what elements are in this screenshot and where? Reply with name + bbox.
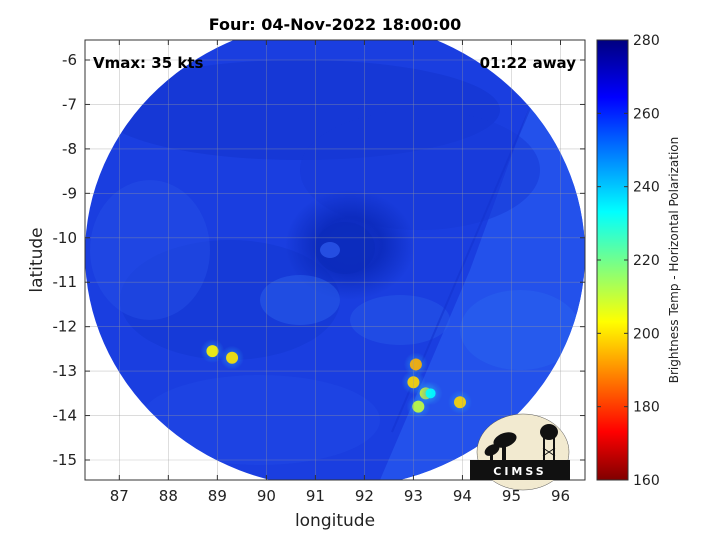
warm-cell xyxy=(409,358,422,371)
x-tick-label: 92 xyxy=(355,487,374,505)
x-axis-label: longitude xyxy=(295,511,375,531)
y-tick-label: -14 xyxy=(53,407,78,425)
cimss-logo: CIMSS xyxy=(470,413,570,491)
x-tick-label: 91 xyxy=(306,487,325,505)
warm-cell xyxy=(425,388,436,399)
x-tick-label: 93 xyxy=(404,487,423,505)
colorbar-tick-label: 240 xyxy=(633,180,660,196)
x-tick-label: 94 xyxy=(453,487,472,505)
y-tick-label: -7 xyxy=(62,95,77,113)
swath-image xyxy=(85,40,585,480)
warm-cell xyxy=(454,396,466,409)
y-tick-label: -12 xyxy=(53,318,78,336)
logo-text: CIMSS xyxy=(493,465,546,478)
x-tick-label: 87 xyxy=(110,487,129,505)
x-tick-label: 90 xyxy=(257,487,276,505)
x-tick-label: 95 xyxy=(502,487,521,505)
satellite-dish-icon xyxy=(484,432,517,462)
x-tick-label: 89 xyxy=(208,487,227,505)
colorbar-tick-label: 160 xyxy=(633,473,660,489)
warm-cell xyxy=(226,351,239,364)
grid-lines xyxy=(85,40,585,480)
colorbar: 160 180 200 220 240 260 280 Brightness Temp - … xyxy=(596,33,681,489)
warm-cell xyxy=(412,400,425,413)
x-axis: 87 88 89 90 91 92 93 94 95 96 xyxy=(110,40,570,505)
x-tick-label: 96 xyxy=(551,487,570,505)
chart-title: Four: 04-Nov-2022 18:00:00 xyxy=(209,15,462,34)
y-tick-label: -13 xyxy=(53,362,78,380)
y-axis: -6 -7 -8 -9 -10 -11 -12 -13 -14 -15 xyxy=(53,51,585,469)
y-tick-label: -11 xyxy=(53,273,78,291)
x-tick-label: 88 xyxy=(159,487,178,505)
colorbar-tick-label: 280 xyxy=(633,33,660,49)
colorbar-tick-label: 220 xyxy=(633,253,660,269)
y-tick-label: -6 xyxy=(62,51,77,69)
colorbar-gradient xyxy=(596,39,629,481)
plot-border xyxy=(84,39,586,481)
colorbar-tick-label: 200 xyxy=(633,326,660,342)
vmax-annotation: Vmax: 35 kts xyxy=(93,54,203,72)
water-tower-icon xyxy=(540,424,558,464)
colorbar-ticks: 160 180 200 220 240 260 280 xyxy=(597,33,660,489)
colorbar-label: Brightness Temp - Horizontal Polarizatio… xyxy=(667,137,681,384)
y-tick-label: -8 xyxy=(62,140,77,158)
logo-banner xyxy=(470,460,570,480)
y-tick-label: -10 xyxy=(53,229,78,247)
y-tick-label: -15 xyxy=(53,451,78,469)
time-away-annotation: 01:22 away xyxy=(480,54,577,72)
colorbar-tick-label: 180 xyxy=(633,400,660,416)
y-tick-label: -9 xyxy=(62,184,77,202)
warm-cell xyxy=(206,345,219,358)
colorbar-tick-label: 260 xyxy=(633,106,660,122)
y-axis-label: latitude xyxy=(27,227,47,292)
